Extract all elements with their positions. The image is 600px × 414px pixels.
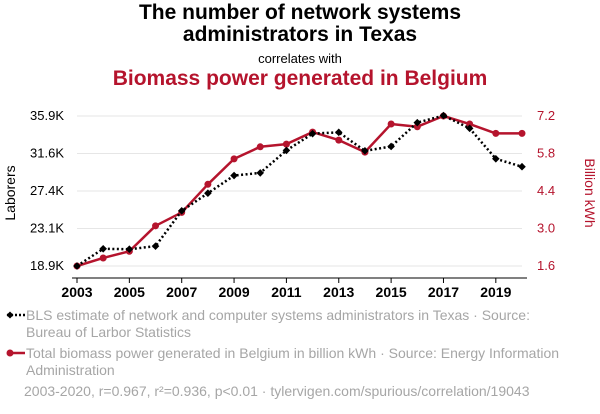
point-sysadmins <box>230 171 238 180</box>
point-sysadmins <box>308 129 317 138</box>
y-tick-label-right: 3.0 <box>537 221 555 236</box>
y-tick-label-left: 35.9K <box>30 108 64 123</box>
y-tick-label-left: 27.4K <box>30 183 64 198</box>
footer-stats: 2003-2020, r=0.967, r²=0.936, p<0.01 · t… <box>24 383 530 399</box>
legend-text-2: Total biomass power generated in Belgium… <box>26 345 560 378</box>
point-sysadmins <box>151 242 160 250</box>
point-biomass <box>256 143 264 151</box>
point-biomass <box>466 120 474 128</box>
point-biomass <box>204 180 212 188</box>
series-layer <box>73 111 526 270</box>
point-sysadmins <box>334 128 343 137</box>
legend-symbol-dotted-diamond <box>6 311 25 319</box>
point-biomass <box>335 136 343 144</box>
y-axis-label-right: Billion kWh <box>582 158 598 227</box>
chart-title: The number of network systems administra… <box>0 2 600 46</box>
point-biomass <box>492 129 500 137</box>
point-biomass <box>518 129 526 137</box>
legend-symbol-solid-circle <box>6 349 25 357</box>
point-biomass <box>387 120 395 128</box>
y-tick-label-right: 4.4 <box>537 183 555 198</box>
point-sysadmins <box>387 142 395 151</box>
y-tick-label-right: 7.2 <box>537 108 555 123</box>
point-sysadmins <box>256 169 265 177</box>
point-sysadmins <box>73 262 81 270</box>
point-biomass <box>413 123 421 131</box>
x-tick-label: 2009 <box>218 284 249 300</box>
point-sysadmins <box>492 154 500 163</box>
point-biomass <box>152 222 160 230</box>
point-sysadmins <box>177 207 186 215</box>
y-tick-label-right: 1.6 <box>537 258 555 273</box>
point-biomass <box>282 140 290 148</box>
title-line-1: The number of network systems <box>138 1 462 24</box>
title-line-2: administrators in Texas <box>182 23 418 46</box>
x-tick-label: 2015 <box>376 284 407 300</box>
point-sysadmins <box>125 245 134 254</box>
y-tick-label-left: 18.9K <box>30 258 64 273</box>
x-tick-label: 2013 <box>323 284 354 300</box>
point-sysadmins <box>465 124 474 133</box>
point-sysadmins <box>204 189 212 198</box>
x-tick-label: 2007 <box>166 284 197 300</box>
y-tick-label-left: 23.1K <box>30 221 64 236</box>
correlates-label: correlates with <box>258 51 342 66</box>
point-sysadmins <box>282 146 291 155</box>
point-sysadmins <box>99 244 107 253</box>
x-tick-label: 2005 <box>114 284 145 300</box>
axis-layer: 18.9K 1.6 23.1K 3.0 27.4K 4.4 31.6K 5.8 35.9K 7.2… <box>30 108 555 300</box>
point-sysadmins <box>439 111 448 120</box>
x-tick-label: 2003 <box>61 284 92 300</box>
x-tick-label: 2011 <box>271 284 302 300</box>
series-line-sysadmins <box>76 114 523 268</box>
point-sysadmins <box>518 162 526 171</box>
y-tick-label-right: 5.8 <box>537 146 555 161</box>
x-tick-label: 2019 <box>480 284 511 300</box>
y-tick-label-left: 31.6K <box>30 146 64 161</box>
point-sysadmins <box>413 118 422 127</box>
chart-subtitle: Biomass power generated in Belgium <box>112 67 488 90</box>
point-biomass <box>99 254 107 262</box>
legend-text-1: BLS estimate of network and computer sys… <box>26 307 530 340</box>
point-biomass <box>230 155 238 163</box>
point-sysadmins <box>361 147 369 155</box>
x-tick-label: 2017 <box>428 284 459 300</box>
series-line-biomass <box>76 114 522 268</box>
y-axis-label-left: Laborers <box>2 165 18 220</box>
